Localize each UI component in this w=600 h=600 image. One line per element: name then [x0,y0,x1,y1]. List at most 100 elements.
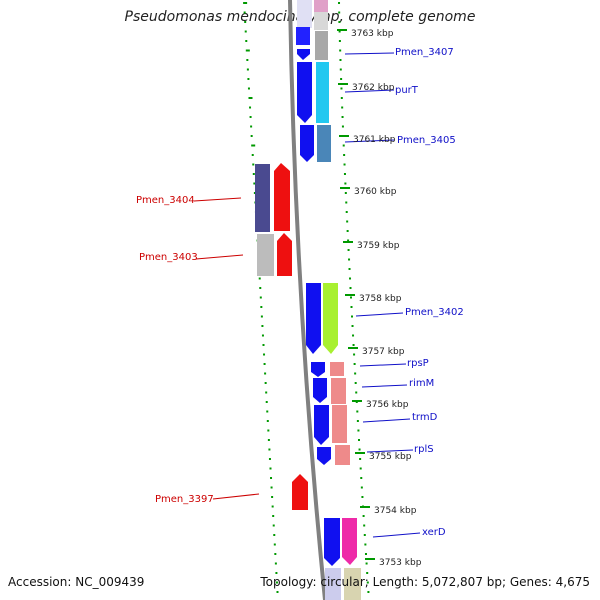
scale-tick [346,230,349,232]
scale-label: 3756 kbp [366,400,409,410]
scale-tick [349,277,352,280]
cds-arrow-forward [317,447,331,465]
scale-tick [362,515,365,517]
scale-tick [245,49,250,52]
scale-tick [345,211,348,213]
scale-tick [252,173,255,175]
scale-tick [244,30,247,33]
scale-tick [351,315,354,318]
top-faded-block [314,0,328,12]
gene-label-forward: trmD [412,412,438,423]
scale-tick [348,268,351,270]
scale-label: 3762 kbp [352,83,395,93]
scale-tick [359,467,362,470]
gene-label-reverse: Pmen_3404 [136,195,195,206]
scale-tick [275,572,278,574]
gene-bar-trmd [332,405,347,443]
leader-line [344,52,395,55]
scale-tick [248,97,253,99]
scale-tick [271,505,274,508]
cds-arrow-forward [297,62,312,123]
scale-tick [349,296,352,299]
scale-tick [361,496,364,498]
scale-tick [268,448,271,451]
scale-tick [344,192,347,194]
scale-tick [351,325,354,327]
scale-tick [273,534,276,536]
scale-tick [249,106,252,109]
scale-tick [272,524,275,527]
scale-label: 3757 kbp [362,347,405,357]
scale-tick [339,59,342,61]
scale-major-tick [337,29,347,31]
gene-bar-pmen-3403 [257,234,274,276]
scale-tick [340,97,343,99]
scale-tick [260,315,263,318]
scale-tick [364,553,367,555]
scale-major-tick [340,187,350,189]
scale-tick [268,458,271,460]
bottom-faded-block [325,568,341,600]
cds-arrow-forward [306,283,321,354]
scale-tick [354,372,357,375]
scale-major-tick [343,241,353,243]
scale-tick [251,144,256,147]
scale-major-tick [339,135,349,137]
scale-tick [266,410,269,413]
scale-tick [356,420,359,422]
leader-line [212,493,260,500]
scale-tick [267,429,270,432]
scale-tick [363,524,366,527]
scale-tick [343,163,346,166]
top-faded-block [296,27,310,45]
scale-major-tick [365,558,375,560]
scale-tick [350,306,353,308]
scale-tick [253,182,256,185]
leader-line [344,89,395,93]
scale-tick [276,591,279,593]
scale-label: 3755 kbp [369,452,412,462]
gene-bar-purt [316,62,329,123]
scale-tick [347,249,350,251]
scale-tick [354,382,357,384]
scale-tick [252,163,255,166]
scale-tick [355,391,358,394]
scale-tick [352,334,355,337]
scale-tick [258,277,261,280]
scale-label: 3761 kbp [353,135,396,145]
scale-tick [265,391,268,394]
scale-tick [259,287,262,289]
scale-tick [344,182,347,185]
scale-tick [271,496,274,498]
scale-label: 3753 kbp [379,558,422,568]
gene-bar-pmen-3404 [255,164,270,232]
scale-tick [338,40,341,42]
scale-tick [260,306,263,308]
leader-line [344,139,395,143]
bottom-faded-block [344,568,361,600]
scale-tick [261,325,264,327]
scale-tick [348,258,351,261]
scale-tick [273,543,276,546]
scale-tick [349,287,352,289]
leader-line [362,418,411,423]
scale-tick [274,553,277,555]
scale-tick [365,562,368,565]
leader-line [193,197,242,202]
scale-tick [346,220,349,223]
scale-tick [360,486,363,489]
scale-tick [264,382,267,384]
scale-tick [272,515,275,517]
gene-bar-pmen-3405 [317,125,331,162]
cds-arrow-forward [311,362,325,377]
gene-bar-pmen-3402 [323,283,338,354]
scale-tick [339,49,342,52]
cds-arrow-reverse [292,474,308,510]
scale-tick [250,135,253,137]
scale-tick [249,116,252,118]
scale-tick [262,344,265,346]
scale-tick [341,125,344,128]
scale-tick [244,21,247,23]
scale-tick [343,154,346,156]
